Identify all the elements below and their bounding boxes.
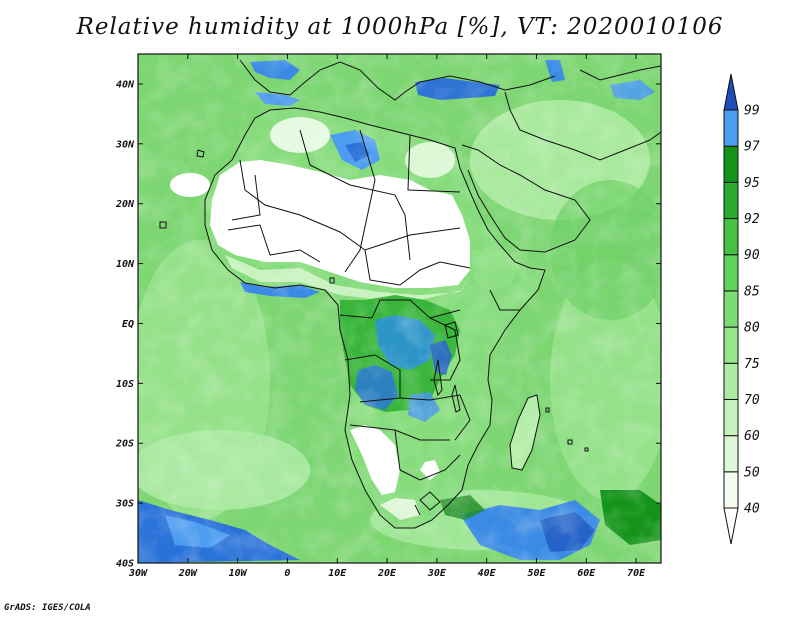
colorbar-segment [723,471,739,509]
lon-tick-label: 20W [178,568,198,579]
lat-tick-label: 30N [115,139,135,150]
lon-tick-label: 70E [627,568,646,579]
credit-label: GrADS: IGES/COLA [4,603,91,613]
colorbar-label: 90 [744,248,760,263]
colorbar-segment [723,362,739,400]
colorbar: 40 50 60 70 75 80 85 90 92 95 97 99 [723,73,760,545]
colorbar-segment [723,398,739,437]
colorbar-label: 97 [744,140,760,155]
colorbar-label: 80 [744,321,760,336]
lat-tick-label: 30S [115,499,134,510]
plot-frame [137,53,662,564]
colorbar-segment [723,254,739,292]
lat-tick-label: 10S [116,379,134,390]
lon-tick-label: 0 [284,568,290,579]
latitude-axis: 40N 30N 20N 10N EQ 10S 20S 30S 40S [115,79,661,570]
colorbar-label: 95 [744,176,760,191]
colorbar-segment [723,290,739,328]
colorbar-label: 99 [744,104,760,119]
colorbar-segment [723,109,739,147]
lat-tick-label: 40S [116,559,134,570]
colorbar-label: 75 [744,357,760,372]
lon-tick-label: 60E [577,568,596,579]
longitude-axis: 30W 20W 10W 0 10E 20E 30E 40E 50E 60E 70E [128,54,646,579]
colorbar-label: 40 [744,502,760,517]
lat-tick-label: 20N [115,199,135,210]
lon-tick-label: 10W [229,568,248,579]
colorbar-label: 60 [744,429,760,444]
lon-tick-label: 10E [328,568,347,579]
colorbar-segment [723,145,739,183]
lat-tick-label: EQ [122,319,134,330]
lon-tick-label: 40E [478,568,497,579]
colorbar-segment [723,181,739,220]
colorbar-below-triangle [723,507,739,545]
lon-tick-label: 20E [377,568,397,579]
colorbar-above-triangle [723,73,739,111]
humidity-field [138,54,661,563]
colorbar-segment [723,218,739,256]
colorbar-segment [723,326,739,364]
colorbar-label: 85 [744,284,760,299]
lon-tick-label: 30W [128,568,148,579]
lon-tick-label: 30E [427,568,447,579]
lat-tick-label: 10N [116,259,135,270]
map-title: Relative humidity at 1000hPa [%], VT: 20… [76,14,724,40]
colorbar-label: 70 [744,393,760,408]
lat-tick-label: 20S [115,439,134,450]
coastlines [159,59,661,529]
colorbar-label: 92 [744,212,760,227]
lat-tick-label: 40N [116,79,135,90]
lon-tick-label: 50E [527,568,546,579]
colorbar-label: 50 [744,465,760,480]
colorbar-segment [723,435,739,473]
